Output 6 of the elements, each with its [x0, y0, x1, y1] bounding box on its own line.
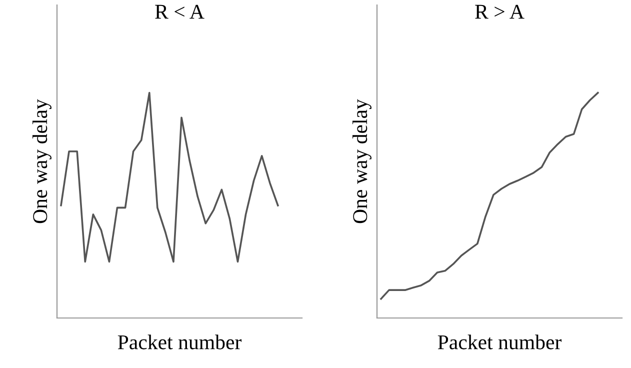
x-axis-title: Packet number — [438, 334, 562, 350]
chart-title: R > A — [475, 4, 524, 19]
x-axis-title: Packet number — [118, 334, 242, 350]
y-axis-title: One way delay — [352, 99, 372, 224]
y-axis-title: One way delay — [32, 99, 52, 224]
chart-title: R < A — [155, 4, 204, 19]
